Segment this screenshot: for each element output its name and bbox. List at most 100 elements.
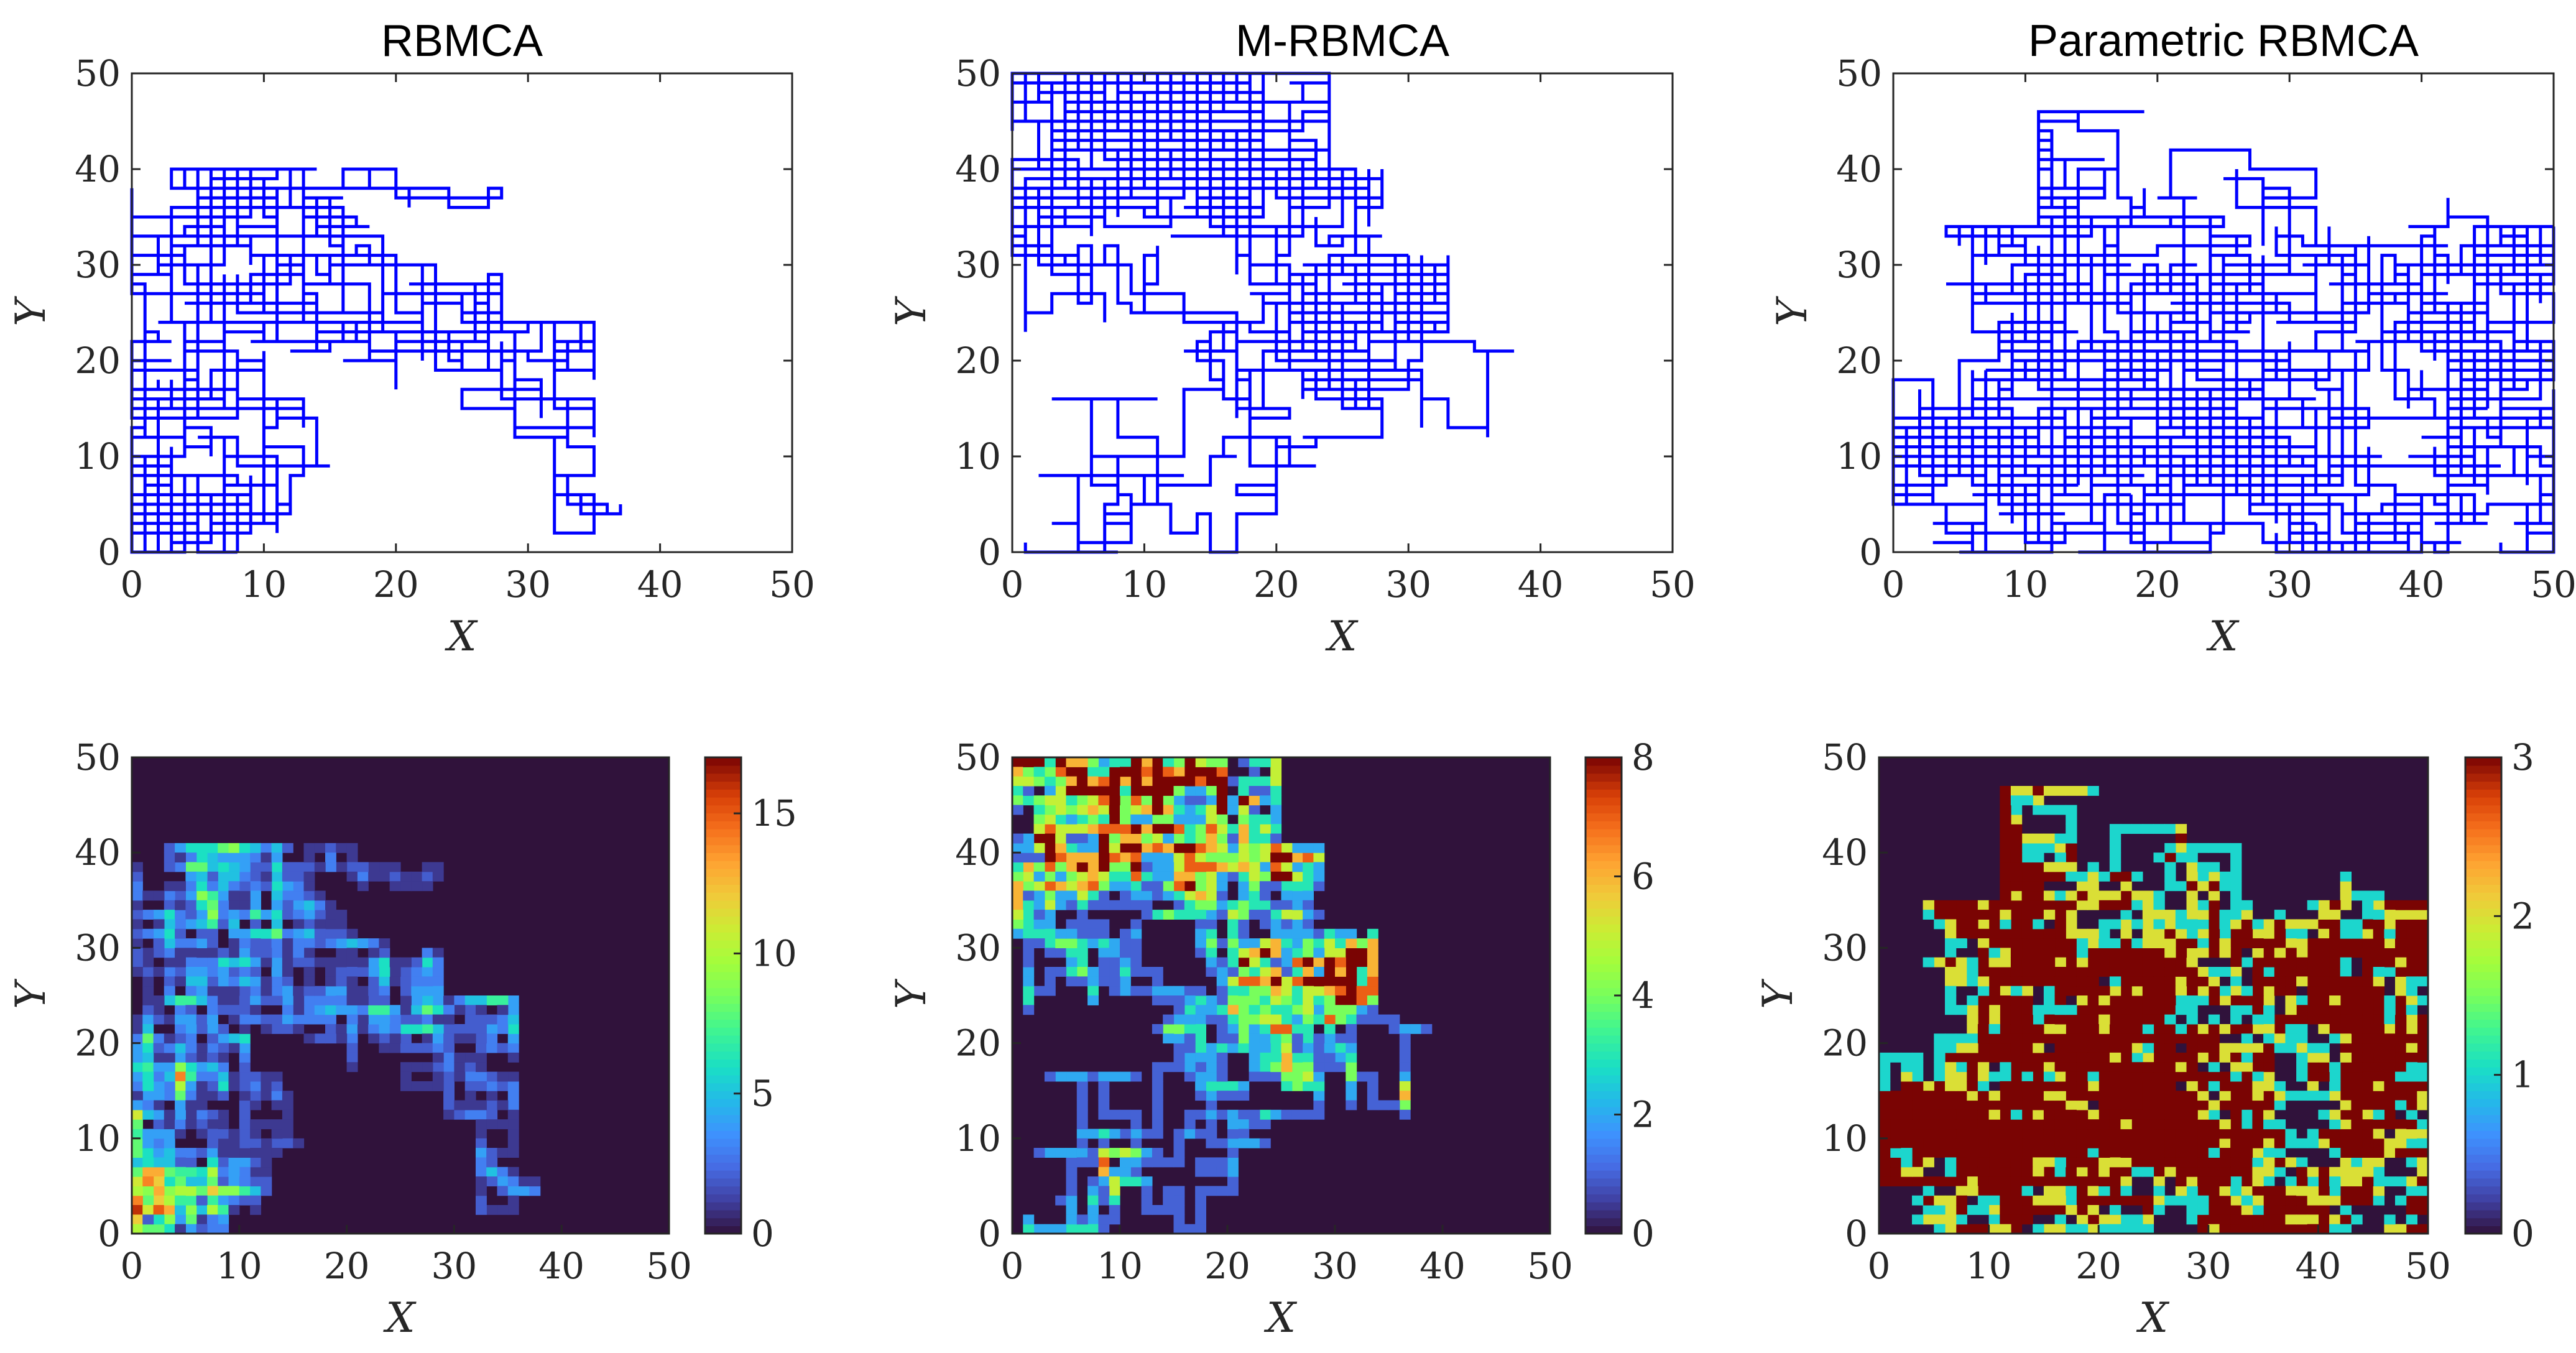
heatmap-cell: [1945, 1166, 1957, 1177]
heatmap-cell: [486, 1081, 498, 1091]
heatmap-cell: [368, 995, 380, 1005]
heatmap-cell: [132, 1043, 143, 1053]
heatmap-cell: [142, 1033, 154, 1044]
heatmap-cell: [2384, 928, 2396, 939]
heatmap-cell: [1087, 1186, 1099, 1196]
heatmap-cell: [1259, 1043, 1271, 1053]
heatmap-cell: [1988, 1100, 2000, 1111]
heatmap-cell: [1291, 910, 1303, 920]
heatmap-cell: [1055, 1148, 1067, 1158]
heatmap-cell: [314, 1005, 326, 1015]
heatmap-cell: [1076, 852, 1088, 863]
heatmap-cell: [1879, 1100, 1891, 1111]
heatmap-cell: [2186, 1091, 2198, 1101]
colorbar-segment: [2465, 844, 2501, 853]
heatmap-cell: [2010, 881, 2023, 892]
heatmap-cell: [2263, 995, 2275, 1005]
heatmap-cell: [2142, 957, 2154, 967]
heatmap-cell: [1044, 786, 1056, 796]
heatmap-cell: [250, 843, 261, 853]
heatmap-cell: [2076, 786, 2089, 796]
heatmap-cell: [2098, 1119, 2110, 1130]
heatmap-cell: [1173, 986, 1185, 996]
y-tick-label: 50: [955, 736, 1001, 778]
heatmap-cell: [2241, 1195, 2253, 1206]
heatmap-cell: [175, 1119, 186, 1130]
heatmap-cell: [1184, 795, 1196, 806]
heatmap-cell: [1023, 957, 1035, 967]
heatmap-cell: [1249, 805, 1260, 815]
heatmap-cell: [1173, 767, 1185, 777]
heatmap-cell: [486, 1176, 498, 1186]
heatmap-cell: [1281, 995, 1293, 1005]
heatmap-cell: [443, 1081, 455, 1091]
heatmap-cell: [2000, 1100, 2011, 1111]
heatmap-cell: [2175, 1186, 2187, 1196]
heatmap-cell: [2120, 1148, 2132, 1158]
heatmap-cell: [1923, 1148, 1934, 1158]
heatmap-cell: [507, 1195, 519, 1206]
heatmap-cell: [2307, 1081, 2319, 1091]
heatmap-cell: [2098, 938, 2110, 948]
heatmap-cell: [1335, 976, 1346, 987]
colorbar-segment: [1586, 1106, 1622, 1115]
heatmap-cell: [228, 910, 240, 920]
heatmap-cell: [1912, 1195, 1924, 1206]
heatmap-cell: [2186, 1157, 2198, 1168]
heatmap-cell: [1259, 776, 1271, 787]
heatmap-cell: [2153, 919, 2165, 930]
heatmap-cell: [2340, 1052, 2352, 1063]
heatmap-cell: [389, 871, 401, 882]
heatmap-cell: [325, 986, 336, 996]
heatmap-cell: [1238, 986, 1250, 996]
heatmap-cell: [2208, 948, 2220, 958]
heatmap-cell: [2153, 1119, 2165, 1130]
heatmap-cell: [2340, 995, 2352, 1005]
heatmap-cell: [2033, 1091, 2044, 1101]
heatmap-cell: [164, 881, 175, 892]
heatmap-cell: [2230, 948, 2242, 958]
heatmap-cell: [2033, 1005, 2044, 1015]
heatmap-cell: [1977, 1052, 1990, 1063]
heatmap-cell: [1291, 1081, 1303, 1091]
heatmap-cell: [411, 957, 423, 967]
heatmap-cell: [218, 1024, 229, 1034]
heatmap-cell: [2373, 1100, 2384, 1111]
panel-title: M-RBMCA: [1235, 16, 1449, 66]
x-tick-label: 40: [1518, 563, 1564, 606]
heatmap-cell: [1227, 1081, 1239, 1091]
heatmap-cell: [1281, 1005, 1293, 1015]
heatmap-cell: [2109, 1148, 2121, 1158]
colorbar-segment: [705, 1154, 741, 1163]
heatmap-cell: [1399, 1062, 1411, 1073]
heatmap-cell: [2109, 938, 2121, 948]
colorbar-segment: [705, 1226, 741, 1234]
heatmap-cell: [1303, 957, 1314, 967]
heatmap-cell: [1184, 757, 1196, 767]
heatmap-cell: [2219, 1224, 2231, 1234]
heatmap-cell: [1912, 1052, 1924, 1063]
heatmap-cell: [239, 862, 251, 872]
heatmap-cell: [2219, 1071, 2231, 1082]
heatmap-cell: [2000, 1214, 2011, 1225]
heatmap-cell: [1227, 833, 1239, 844]
x-tick-label: 30: [505, 563, 551, 606]
heatmap-cell: [357, 957, 369, 967]
heatmap-cell: [2000, 928, 2011, 939]
heatmap-cell: [1130, 824, 1142, 834]
y-tick-label: 40: [955, 831, 1001, 874]
heatmap-cell: [2395, 1100, 2407, 1111]
heatmap-cell: [2263, 1166, 2275, 1177]
heatmap-cell: [2153, 957, 2165, 967]
colorbar-tick-label: 0: [2511, 1212, 2534, 1255]
heatmap-cell: [2285, 948, 2297, 958]
heatmap-cell: [443, 1005, 455, 1015]
heatmap-cell: [1184, 1119, 1196, 1130]
heatmap-cell: [2197, 871, 2209, 882]
heatmap-cell: [2164, 976, 2176, 987]
heatmap-cell: [2307, 900, 2319, 910]
heatmap-cell: [1216, 871, 1228, 882]
heatmap-cell: [1206, 1166, 1217, 1177]
colorbar-segment: [705, 1035, 741, 1044]
heatmap-cell: [2274, 1166, 2286, 1177]
